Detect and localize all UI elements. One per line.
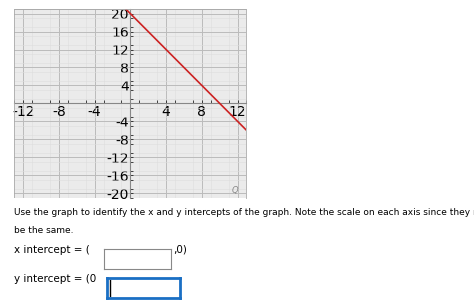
Text: ,0): ,0) (173, 245, 187, 255)
Text: be the same.: be the same. (14, 226, 74, 236)
Text: Q: Q (232, 185, 238, 195)
Bar (14, 9, 246, 198)
Text: Use the graph to identify the x and y intercepts of the graph. Note the scale on: Use the graph to identify the x and y in… (14, 208, 474, 217)
Text: y intercept = (0: y intercept = (0 (14, 274, 97, 284)
Text: x intercept = (: x intercept = ( (14, 245, 90, 255)
